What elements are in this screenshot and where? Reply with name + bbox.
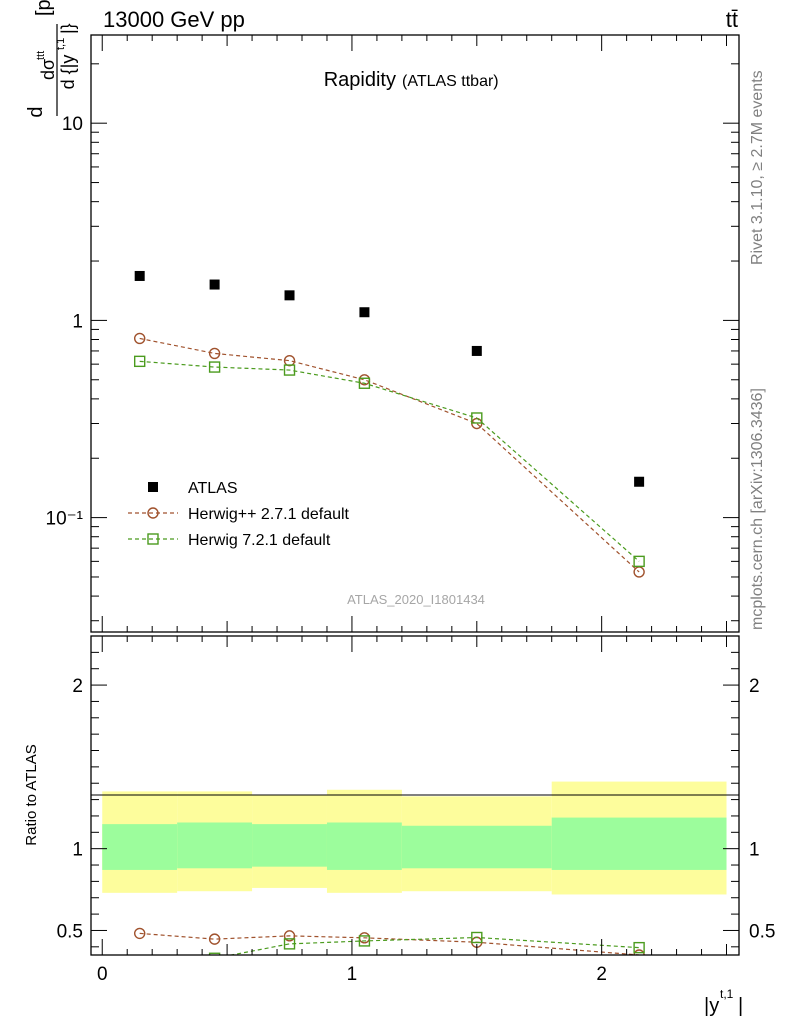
y-tick-label-right: 0.5 — [749, 921, 775, 942]
data-point-atlas — [634, 476, 645, 487]
ratio-point-herwigpp — [283, 930, 296, 942]
uncertainty-band-inner — [401, 825, 552, 869]
ratio-point-herwigpp — [633, 949, 645, 955]
main-panel: 10⁻¹ 1 10 Rapidity (ATLAS ttbar) ATLAS_202… — [25, 0, 740, 633]
series-herwig7 — [133, 355, 645, 568]
data-point-atlas — [134, 270, 145, 281]
svg-text:t,1: t,1 — [720, 987, 734, 1001]
data-point-herwigpp — [133, 332, 146, 345]
process-label: tt̄ — [726, 7, 738, 32]
ratio-point-herwig7 — [208, 952, 221, 955]
svg-text:d {|y: d {|y — [58, 55, 78, 90]
ratio-y-axis-label: Ratio to ATLAS — [23, 744, 40, 845]
x-axis-label: |y t,1 | — [704, 987, 743, 1017]
uncertainty-band-inner — [252, 824, 327, 867]
ratio-panel: 0.5 0.5 1 1 2 2 0 1 2 Ratio to ATLAS |y t,1 | — [23, 635, 775, 1017]
uncertainty-band-inner — [326, 822, 402, 870]
legend-label-herwigpp: Herwig++ 2.7.1 default — [188, 506, 350, 523]
legend-marker-herwigpp — [147, 507, 159, 519]
y-tick-label: 10⁻¹ — [46, 509, 84, 530]
ratio-line-herwig7 — [228, 936, 640, 955]
series-line-herwigpp — [139, 337, 640, 573]
data-point-herwig7 — [471, 412, 483, 424]
x-tick-label: 2 — [596, 964, 607, 985]
data-point-herwig7 — [208, 361, 221, 373]
panel-subtitle: (ATLAS ttbar) — [402, 73, 499, 90]
mcplots-label: mcplots.cern.ch [arXiv:1306.3436] — [749, 388, 766, 630]
legend-label-atlas: ATLAS — [188, 480, 238, 497]
ratio-point-herwig7 — [633, 941, 645, 954]
y-tick-label: 1 — [72, 840, 83, 861]
svg-text:|y: |y — [704, 995, 719, 1017]
ratio-point-herwigpp — [208, 933, 221, 945]
ratio-point-herwigpp — [133, 927, 146, 940]
ratio-panel-frame — [90, 635, 740, 956]
svg-text:|: | — [738, 995, 743, 1017]
uncertainty-band-inner — [177, 822, 253, 869]
x-tick-label: 1 — [347, 964, 358, 985]
svg-text:t,1: t,1 — [55, 38, 67, 50]
data-point-herwig7 — [283, 364, 296, 376]
data-point-atlas — [359, 307, 370, 318]
legend-label-herwig7: Herwig 7.2.1 default — [188, 532, 331, 549]
legend-marker-atlas — [148, 482, 158, 492]
legend-marker-herwig7 — [147, 533, 159, 545]
svg-text:[pb]: [pb] — [33, 0, 55, 16]
x-tick-label: 0 — [97, 964, 108, 985]
data-point-herwig7 — [633, 555, 645, 568]
ratio-point-herwig7 — [358, 935, 371, 947]
y-tick-label-right: 1 — [749, 840, 760, 861]
analysis-label: ATLAS_2020_I1801434 — [347, 592, 485, 607]
y-tick-label: 1 — [72, 311, 83, 332]
legend: ATLAS Herwig++ 2.7.1 default Herwig 7.2.1 … — [128, 480, 350, 549]
energy-label: 13000 GeV pp — [103, 7, 245, 32]
svg-text:dσ: dσ — [38, 59, 58, 80]
y-tick-label: 10 — [62, 114, 83, 135]
data-point-herwig7 — [358, 377, 371, 389]
svg-text:d: d — [25, 106, 47, 117]
y-tick-label-right: 2 — [749, 676, 760, 697]
uncertainty-band-inner — [551, 817, 727, 870]
series-line-herwig7 — [139, 360, 640, 562]
series-atlas — [134, 270, 645, 487]
top-y-axis-label: d dσ ttt d {|y t,1 |} [pb] — [25, 0, 78, 118]
data-point-herwig7 — [133, 355, 146, 368]
data-point-atlas — [471, 345, 482, 356]
ratio-point-herwig7 — [135, 958, 145, 968]
y-tick-label: 0.5 — [57, 921, 83, 942]
panel-title: Rapidity — [324, 69, 396, 91]
data-point-herwigpp — [208, 347, 221, 360]
ratio-point-herwig7 — [471, 931, 483, 944]
ratio-line-herwigpp — [139, 932, 640, 955]
y-tick-label: 2 — [72, 676, 83, 697]
main-panel-frame — [90, 34, 740, 633]
data-point-atlas — [284, 290, 295, 301]
data-point-atlas — [209, 279, 220, 290]
ratio-point-herwig7 — [283, 938, 296, 950]
uncertainty-band-inner — [102, 824, 178, 870]
ratio-series-herwig7 — [135, 931, 645, 968]
rivet-version-label: Rivet 3.1.10, ≥ 2.7M events — [749, 70, 766, 265]
svg-text:|}: |} — [58, 23, 78, 34]
svg-text:ttt: ttt — [35, 51, 47, 60]
